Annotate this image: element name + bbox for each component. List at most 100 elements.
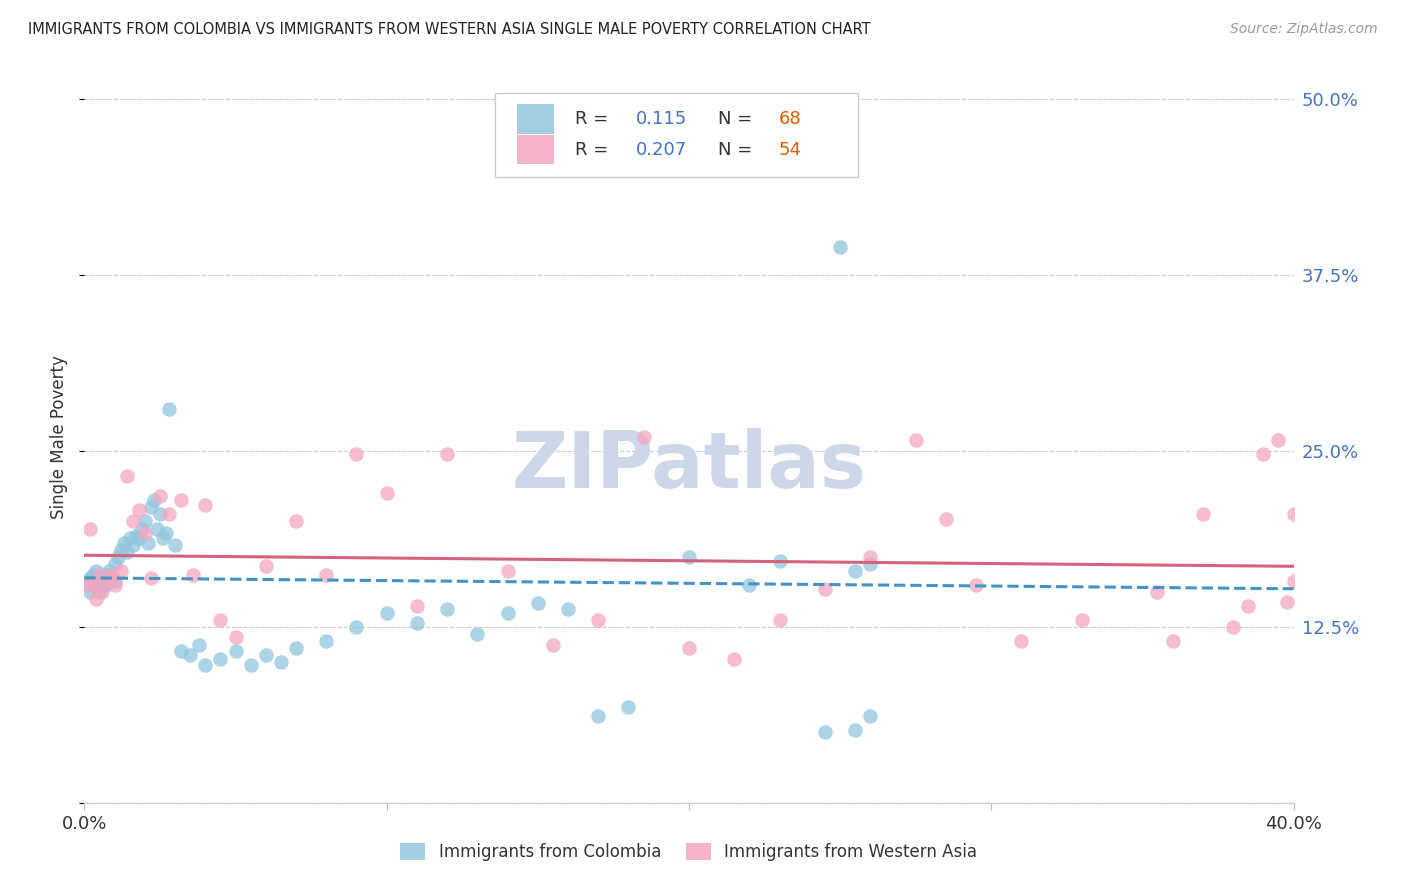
Point — [406, 599, 429, 613]
Point — [315, 634, 337, 648]
Point — [76, 578, 98, 592]
Point — [142, 493, 165, 508]
Point — [149, 508, 172, 522]
Point — [170, 644, 193, 658]
Point — [254, 648, 277, 662]
Point — [118, 532, 141, 546]
Point — [94, 574, 117, 588]
Point — [97, 564, 120, 578]
Point — [134, 515, 156, 529]
Point — [128, 532, 150, 546]
Point — [633, 430, 655, 444]
Text: N =: N = — [718, 141, 758, 159]
Point — [94, 578, 117, 592]
Point — [170, 493, 193, 508]
Text: IMMIGRANTS FROM COLOMBIA VS IMMIGRANTS FROM WESTERN ASIA SINGLE MALE POVERTY COR: IMMIGRANTS FROM COLOMBIA VS IMMIGRANTS F… — [28, 22, 870, 37]
Point — [225, 630, 247, 644]
Point — [557, 601, 579, 615]
Point — [1282, 574, 1305, 588]
Point — [146, 521, 169, 535]
Point — [496, 564, 519, 578]
Point — [346, 620, 368, 634]
Y-axis label: Single Male Poverty: Single Male Poverty — [51, 355, 69, 519]
FancyBboxPatch shape — [495, 94, 858, 178]
Point — [86, 564, 108, 578]
Point — [79, 571, 101, 585]
Point — [678, 549, 700, 564]
Point — [723, 652, 745, 666]
Point — [121, 515, 143, 529]
Point — [1282, 508, 1305, 522]
Point — [904, 433, 927, 447]
Point — [125, 528, 148, 542]
Text: R =: R = — [575, 110, 614, 128]
Point — [155, 525, 177, 540]
Point — [82, 574, 104, 588]
Point — [121, 538, 143, 552]
Point — [86, 578, 108, 592]
Point — [100, 568, 122, 582]
Point — [97, 571, 120, 585]
Point — [152, 532, 174, 546]
Point — [188, 638, 211, 652]
Point — [94, 568, 117, 582]
Point — [100, 571, 122, 585]
Point — [588, 708, 610, 723]
Point — [225, 644, 247, 658]
Point — [799, 145, 821, 160]
Point — [104, 557, 127, 571]
Point — [165, 538, 187, 552]
Point — [1146, 584, 1168, 599]
Point — [115, 469, 138, 483]
Point — [1253, 447, 1275, 461]
Point — [859, 708, 882, 723]
Point — [97, 574, 120, 588]
Point — [588, 613, 610, 627]
Text: Source: ZipAtlas.com: Source: ZipAtlas.com — [1230, 22, 1378, 37]
Point — [181, 568, 204, 582]
Point — [1277, 595, 1299, 609]
Point — [134, 525, 156, 540]
Point — [86, 591, 108, 606]
Point — [270, 655, 292, 669]
Point — [859, 549, 882, 564]
Point — [139, 500, 162, 515]
Point — [157, 508, 180, 522]
Point — [496, 606, 519, 620]
Text: N =: N = — [718, 110, 758, 128]
Point — [89, 568, 111, 582]
Point — [844, 723, 866, 737]
Point — [738, 578, 761, 592]
Legend: Immigrants from Colombia, Immigrants from Western Asia: Immigrants from Colombia, Immigrants fro… — [394, 836, 984, 868]
Point — [1011, 634, 1033, 648]
Text: ZIPatlas: ZIPatlas — [512, 428, 866, 504]
Point — [136, 535, 159, 549]
Point — [157, 401, 180, 416]
Point — [91, 578, 114, 592]
Text: 0.115: 0.115 — [636, 110, 688, 128]
Point — [89, 584, 111, 599]
Point — [104, 574, 127, 588]
Point — [131, 521, 153, 535]
Point — [89, 574, 111, 588]
Point — [527, 596, 550, 610]
Point — [315, 568, 337, 582]
Point — [375, 606, 398, 620]
Point — [965, 578, 987, 592]
Point — [79, 584, 101, 599]
Point — [110, 542, 132, 557]
Point — [110, 564, 132, 578]
Point — [149, 489, 172, 503]
Point — [91, 571, 114, 585]
Point — [82, 568, 104, 582]
Text: R =: R = — [575, 141, 614, 159]
Point — [285, 641, 308, 656]
Point — [1237, 599, 1260, 613]
Point — [1267, 433, 1289, 447]
Point — [467, 627, 489, 641]
Bar — [517, 135, 554, 164]
Point — [1222, 620, 1244, 634]
Point — [617, 700, 640, 714]
Point — [436, 447, 458, 461]
Point — [209, 652, 232, 666]
